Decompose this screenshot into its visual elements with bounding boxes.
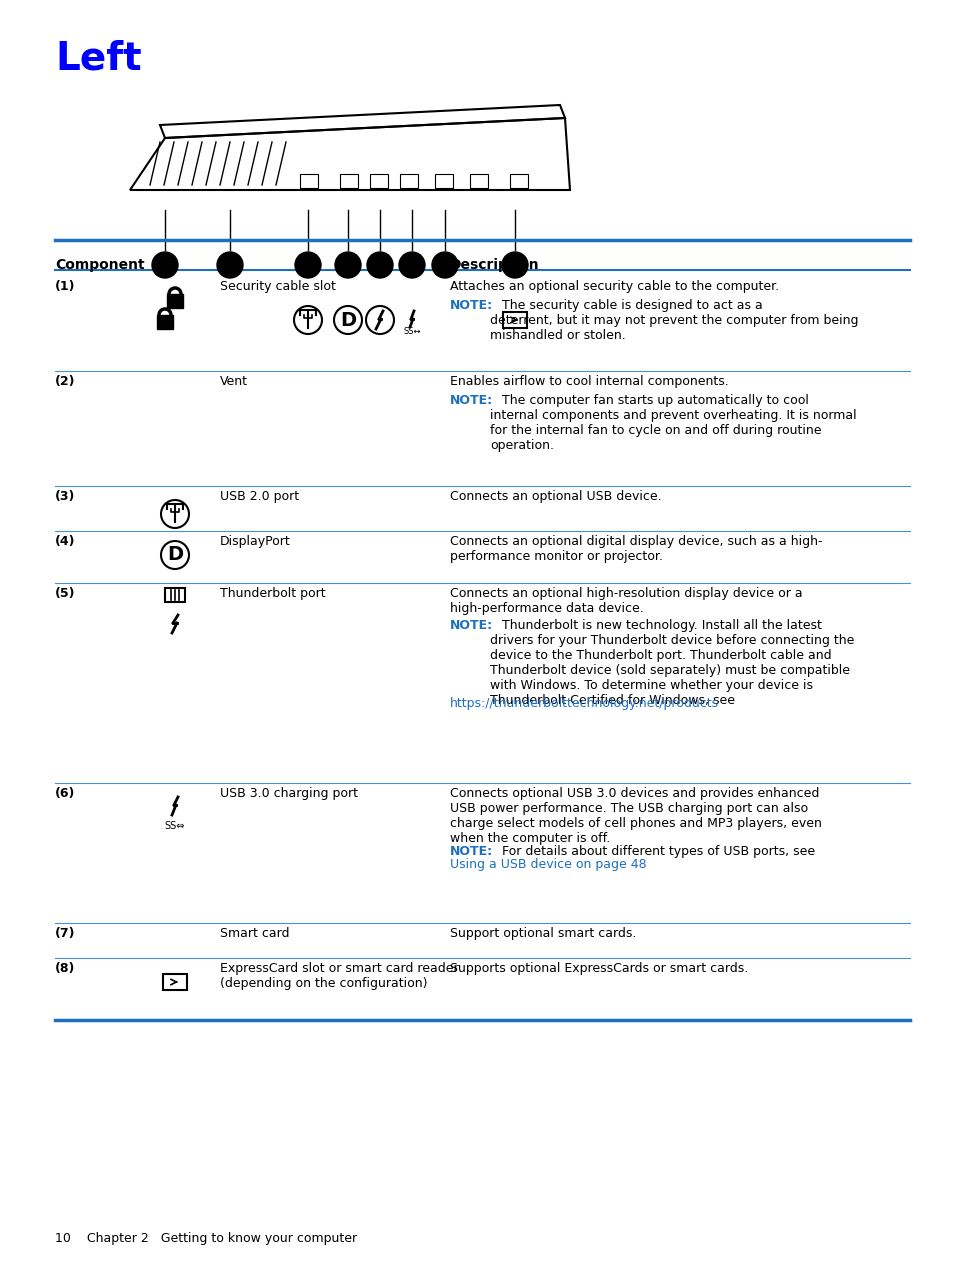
- Text: 2: 2: [226, 260, 233, 271]
- Text: Connects an optional USB device.: Connects an optional USB device.: [450, 490, 661, 503]
- Text: Connects an optional high-resolution display device or a
high-performance data d: Connects an optional high-resolution dis…: [450, 587, 801, 615]
- Text: NOTE:: NOTE:: [450, 845, 493, 859]
- Text: (7): (7): [55, 927, 75, 940]
- Circle shape: [294, 251, 320, 278]
- Text: For details about different types of USB ports, see: For details about different types of USB…: [490, 845, 814, 859]
- Text: 3: 3: [304, 260, 312, 271]
- Text: (5): (5): [55, 587, 75, 599]
- Text: Connects optional USB 3.0 devices and provides enhanced
USB power performance. T: Connects optional USB 3.0 devices and pr…: [450, 787, 821, 845]
- Text: The security cable is designed to act as a
deterrent, but it may not prevent the: The security cable is designed to act as…: [490, 298, 858, 342]
- Text: 6: 6: [408, 260, 416, 271]
- Bar: [502, 312, 526, 328]
- Bar: [165, 588, 185, 602]
- Text: USB 3.0 charging port: USB 3.0 charging port: [220, 787, 357, 800]
- Text: NOTE:: NOTE:: [450, 618, 493, 632]
- Bar: [339, 174, 357, 188]
- Bar: [163, 974, 187, 991]
- Circle shape: [432, 251, 457, 278]
- Text: D: D: [339, 310, 355, 329]
- Circle shape: [216, 251, 243, 278]
- Circle shape: [398, 251, 424, 278]
- Text: (8): (8): [55, 961, 75, 975]
- Text: NOTE:: NOTE:: [450, 394, 493, 406]
- Text: Security cable slot: Security cable slot: [220, 279, 335, 293]
- Text: 4: 4: [344, 260, 352, 271]
- Text: D: D: [167, 546, 183, 564]
- Text: USB 2.0 port: USB 2.0 port: [220, 490, 299, 503]
- Text: (1): (1): [55, 279, 75, 293]
- Text: Connects an optional digital display device, such as a high-
performance monitor: Connects an optional digital display dev…: [450, 535, 821, 563]
- Text: https://thunderbolttechnology.net/products: https://thunderbolttechnology.net/produc…: [450, 697, 719, 710]
- Text: ExpressCard slot or smart card reader
(depending on the configuration): ExpressCard slot or smart card reader (d…: [220, 961, 458, 991]
- Text: Support optional smart cards.: Support optional smart cards.: [450, 927, 636, 940]
- Text: The computer fan starts up automatically to cool
internal components and prevent: The computer fan starts up automatically…: [490, 394, 856, 452]
- Text: SS↔: SS↔: [403, 328, 420, 337]
- Bar: [167, 293, 183, 309]
- Text: DisplayPort: DisplayPort: [220, 535, 291, 547]
- Text: Attaches an optional security cable to the computer.: Attaches an optional security cable to t…: [450, 279, 779, 293]
- Text: 5: 5: [375, 260, 383, 271]
- Text: NOTE:: NOTE:: [450, 298, 493, 312]
- Text: (2): (2): [55, 375, 75, 389]
- Bar: [435, 174, 453, 188]
- Text: 10    Chapter 2   Getting to know your computer: 10 Chapter 2 Getting to know your comput…: [55, 1232, 356, 1245]
- Bar: [370, 174, 388, 188]
- Bar: [470, 174, 488, 188]
- Text: (6): (6): [55, 787, 75, 800]
- Text: Left: Left: [55, 39, 141, 77]
- Text: (4): (4): [55, 535, 75, 547]
- Text: 1: 1: [161, 260, 169, 271]
- Circle shape: [152, 251, 178, 278]
- Text: Supports optional ExpressCards or smart cards.: Supports optional ExpressCards or smart …: [450, 961, 747, 975]
- Circle shape: [501, 251, 527, 278]
- Text: Thunderbolt port: Thunderbolt port: [220, 587, 325, 599]
- Text: 7: 7: [440, 260, 449, 271]
- Text: (3): (3): [55, 490, 75, 503]
- Text: Description: Description: [450, 258, 539, 272]
- Text: Smart card: Smart card: [220, 927, 289, 940]
- Bar: [510, 174, 527, 188]
- Text: SS⇔: SS⇔: [165, 820, 185, 831]
- Bar: [399, 174, 417, 188]
- Text: Thunderbolt is new technology. Install all the latest
drivers for your Thunderbo: Thunderbolt is new technology. Install a…: [490, 618, 854, 707]
- Text: Vent: Vent: [220, 375, 248, 389]
- Circle shape: [367, 251, 393, 278]
- Bar: [299, 174, 317, 188]
- Text: 8: 8: [511, 260, 518, 271]
- Text: Enables airflow to cool internal components.: Enables airflow to cool internal compone…: [450, 375, 728, 389]
- Bar: [157, 315, 172, 329]
- Text: Component: Component: [55, 258, 145, 272]
- Circle shape: [335, 251, 360, 278]
- Text: Using a USB device on page 48: Using a USB device on page 48: [450, 859, 646, 871]
